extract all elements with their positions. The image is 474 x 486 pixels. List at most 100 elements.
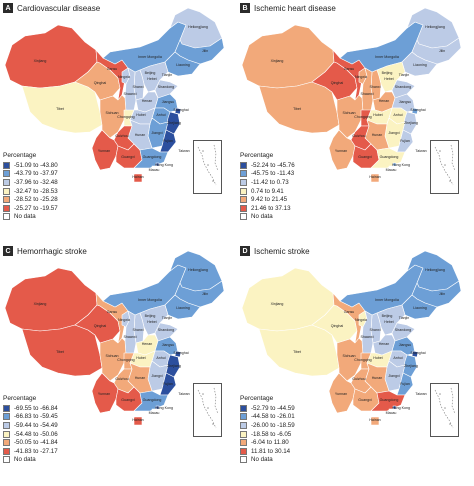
legend-item: -26.00 to -18.59: [240, 421, 295, 430]
region-taiwan[interactable]: [179, 143, 186, 159]
label-zhejiang: Zhejiang: [404, 364, 418, 368]
region-hong-kong[interactable]: [155, 405, 160, 410]
label-hong-kong: Hong Kong: [155, 406, 173, 410]
label-chongqing: Chongqing: [354, 115, 371, 119]
legend-item: -6.04 to 11.80: [240, 438, 295, 447]
label-jilin: Jilin: [202, 292, 208, 296]
region-hong-kong[interactable]: [392, 405, 397, 410]
legend-label: -52.24 to -45.76: [251, 161, 295, 169]
legend-swatch: [240, 430, 247, 438]
region-yunnan[interactable]: [91, 372, 119, 414]
region-jilin[interactable]: [411, 280, 462, 308]
legend-swatch: [240, 447, 247, 455]
region-shanghai[interactable]: [174, 107, 182, 115]
region-macau[interactable]: [388, 408, 392, 412]
label-anhui: Anhui: [393, 356, 402, 360]
label-tibet: Tibet: [56, 107, 64, 111]
label-liaoning: Liaoning: [176, 306, 190, 310]
label-hainan: Hainan: [132, 418, 143, 422]
region-taiwan[interactable]: [179, 386, 186, 402]
region-jilin[interactable]: [174, 280, 225, 308]
label-hubei: Hubei: [373, 113, 383, 117]
panel-letter-badge: A: [3, 3, 13, 13]
label-chongqing: Chongqing: [354, 358, 371, 362]
legend-label: -66.83 to -59.45: [14, 413, 58, 421]
label-shanghai: Shanghai: [173, 351, 188, 355]
label-heilongjiang: Heilongjiang: [425, 268, 445, 272]
legend: Percentage -69.55 to -66.84 -66.83 to -59.…: [3, 395, 58, 464]
region-liaoning[interactable]: [401, 294, 438, 320]
region-hong-kong[interactable]: [155, 162, 160, 167]
legend-item: -51.09 to -43.80: [3, 161, 58, 170]
legend-item: -50.05 to -41.84: [3, 438, 58, 447]
legend-label: No data: [251, 456, 273, 464]
region-macau[interactable]: [151, 408, 155, 412]
label-liaoning: Liaoning: [413, 63, 427, 67]
label-tianjin: Tianjin: [399, 316, 409, 320]
label-hong-kong: Hong Kong: [392, 163, 410, 167]
label-sichuan: Sichuan: [106, 354, 119, 358]
label-chongqing: Chongqing: [117, 115, 134, 119]
region-jilin[interactable]: [174, 37, 225, 65]
region-taiwan[interactable]: [416, 386, 423, 402]
region-hainan[interactable]: [133, 416, 143, 426]
label-jilin: Jilin: [439, 49, 445, 53]
label-tibet: Tibet: [293, 107, 301, 111]
region-liaoning[interactable]: [164, 294, 201, 320]
label-qinghai: Qinghai: [331, 81, 344, 85]
panel-title: Ischemic heart disease: [254, 3, 336, 13]
legend-swatch: [240, 439, 247, 447]
legend-swatch: [3, 170, 10, 178]
region-macau[interactable]: [388, 165, 392, 169]
label-ningxia: Ningxia: [118, 318, 130, 322]
china-map: Xinjiang Tibet Qinghai Gansu Inner Mongolia H…: [4, 250, 225, 426]
label-hainan: Hainan: [132, 175, 143, 179]
legend-label: -59.44 to -54.49: [14, 421, 58, 429]
region-liaoning[interactable]: [401, 51, 438, 77]
label-jiangxi: Jiangxi: [388, 374, 399, 378]
label-xinjiang: Xinjiang: [271, 302, 284, 306]
region-shanghai[interactable]: [411, 107, 419, 115]
region-liaoning[interactable]: [164, 51, 201, 77]
label-sichuan: Sichuan: [106, 111, 119, 115]
legend-label: No data: [14, 213, 36, 221]
region-taiwan[interactable]: [416, 143, 423, 159]
china-map: Xinjiang Tibet Qinghai Gansu Inner Mongolia H…: [241, 7, 462, 183]
region-yunnan[interactable]: [91, 129, 119, 171]
china-map: Xinjiang Tibet Qinghai Gansu Inner Mongolia H…: [241, 250, 462, 426]
label-hubei: Hubei: [136, 113, 146, 117]
label-fujian: Fujian: [400, 382, 410, 386]
label-xinjiang: Xinjiang: [271, 59, 284, 63]
label-guangdong: Guangdong: [380, 155, 399, 159]
legend-swatch: [3, 413, 10, 421]
label-shaanxi: Shaanxi: [124, 335, 137, 339]
legend-item: -18.58 to -6.05: [240, 430, 295, 439]
label-henan: Henan: [379, 342, 390, 346]
label-guizhou: Guizhou: [352, 377, 365, 381]
label-chongqing: Chongqing: [117, 358, 134, 362]
region-hong-kong[interactable]: [392, 162, 397, 167]
south-china-sea-inset: [430, 383, 459, 437]
region-jilin[interactable]: [411, 37, 462, 65]
legend-item: -37.96 to -32.48: [3, 178, 58, 187]
region-shanghai[interactable]: [174, 350, 182, 358]
legend-label: -26.00 to -18.59: [251, 421, 295, 429]
legend-label: -6.04 to 11.80: [251, 439, 289, 447]
region-macau[interactable]: [151, 165, 155, 169]
label-gansu: Gansu: [344, 310, 355, 314]
label-zhejiang: Zhejiang: [167, 364, 181, 368]
region-yunnan[interactable]: [328, 129, 356, 171]
region-hainan[interactable]: [370, 416, 380, 426]
label-beijing: Beijing: [145, 314, 156, 318]
region-shanghai[interactable]: [411, 350, 419, 358]
label-guizhou: Guizhou: [352, 134, 365, 138]
legend-swatch: [240, 413, 247, 421]
legend-item: 11.81 to 30.14: [240, 447, 295, 456]
region-yunnan[interactable]: [328, 372, 356, 414]
region-hainan[interactable]: [370, 173, 380, 183]
label-taiwan: Taiwan: [415, 392, 426, 396]
label-shandong: Shandong: [158, 328, 174, 332]
south-china-sea-inset: [193, 140, 222, 194]
label-guizhou: Guizhou: [115, 377, 128, 381]
region-hainan[interactable]: [133, 173, 143, 183]
